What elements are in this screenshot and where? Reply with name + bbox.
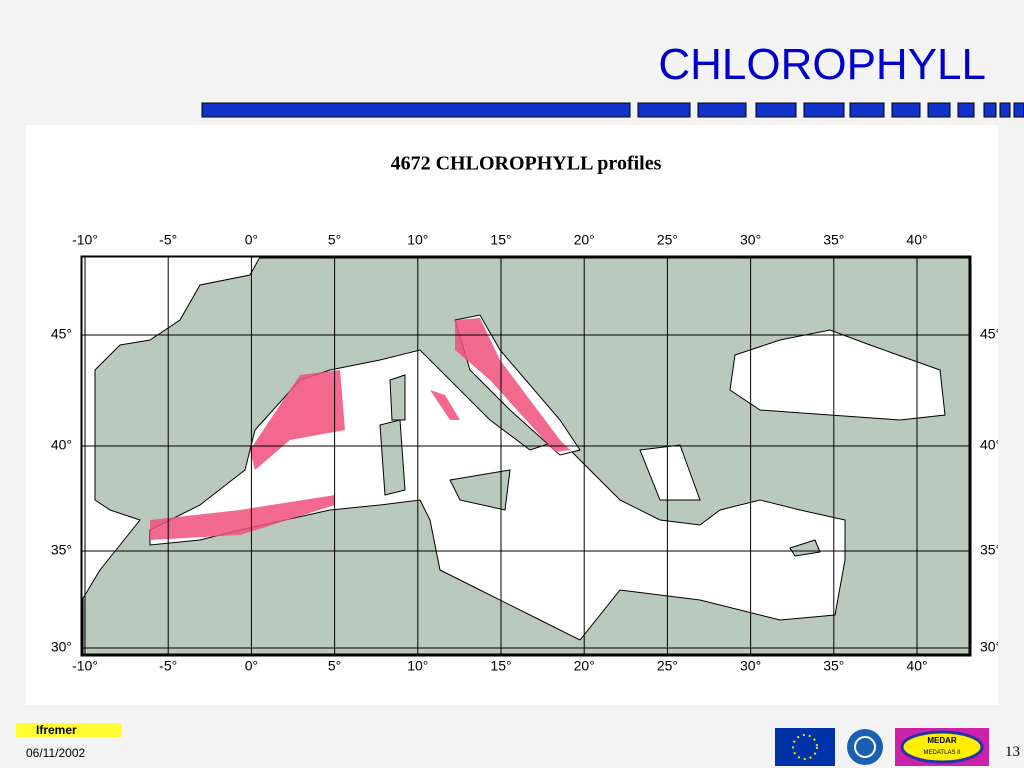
header-block (1013, 102, 1024, 118)
lat-tick-label: 30° (980, 639, 998, 655)
lon-tick-label: 10° (407, 658, 428, 674)
lat-tick-label: 35° (51, 542, 72, 558)
header-block (803, 102, 845, 118)
map-title: 4672 CHLOROPHYLL profiles (391, 153, 662, 175)
lon-tick-label: -10° (72, 658, 98, 674)
lon-tick-label: 10° (407, 232, 428, 248)
lon-tick-label: 30° (740, 232, 761, 248)
lon-tick-label: 25° (657, 658, 678, 674)
header-block (755, 102, 797, 118)
lon-tick-label: 5° (328, 658, 341, 674)
header-block (983, 102, 997, 118)
header-block (957, 102, 975, 118)
lon-tick-label: -10° (72, 232, 98, 248)
lat-tick-label: 30° (51, 639, 72, 655)
date: 06/11/2002 (26, 746, 86, 760)
lon-tick-label: 40° (906, 232, 927, 248)
lon-tick-label: 20° (574, 232, 595, 248)
lat-tick-label: 45° (51, 326, 72, 342)
header-bar (201, 102, 631, 118)
lon-tick-label: -5° (159, 232, 177, 248)
header-block (891, 102, 921, 118)
header-block (927, 102, 951, 118)
lat-tick-label: 40° (980, 437, 998, 453)
lon-tick-label: 35° (823, 232, 844, 248)
lon-tick-label: 25° (657, 232, 678, 248)
lon-tick-label: 20° (574, 658, 595, 674)
logo: Ifremer (16, 723, 122, 737)
lon-tick-label: 0° (245, 232, 258, 248)
header-block (999, 102, 1011, 118)
lon-tick-label: 0° (245, 658, 258, 674)
lon-tick-label: 5° (328, 232, 341, 248)
footer-logos: MEDAR MEDATLAS II (775, 728, 989, 766)
header-block (697, 102, 747, 118)
lon-tick-label: 15° (490, 232, 511, 248)
lat-tick-label: 35° (980, 542, 998, 558)
header-block (637, 102, 691, 118)
lon-tick-label: 40° (906, 658, 927, 674)
map: 4672 CHLOROPHYLL profiles (26, 125, 998, 705)
lat-tick-label: 40° (51, 437, 72, 453)
header-block (849, 102, 885, 118)
page-number: 13 (1005, 744, 1020, 760)
lon-tick-label: 35° (823, 658, 844, 674)
slide-title: CHLOROPHYLL (658, 40, 986, 89)
badge-subtitle: MEDATLAS II (924, 750, 961, 756)
lat-tick-label: 45° (980, 326, 998, 342)
lon-tick-label: 15° (490, 658, 511, 674)
lon-tick-label: -5° (159, 658, 177, 674)
lon-tick-label: 30° (740, 658, 761, 674)
header-bar (201, 102, 1024, 118)
badge-title: MEDAR (927, 736, 957, 745)
